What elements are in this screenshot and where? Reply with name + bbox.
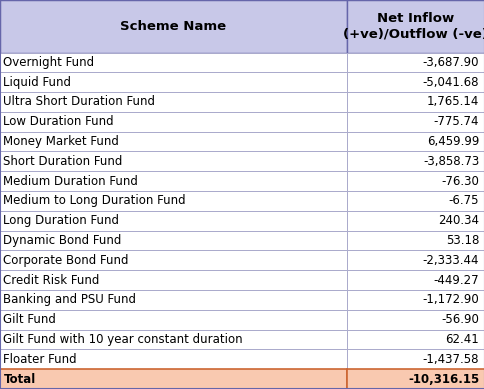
- Text: -2,333.44: -2,333.44: [422, 254, 478, 267]
- Bar: [0, 231, 346, 251]
- Bar: [346, 349, 484, 369]
- Bar: [0, 112, 346, 132]
- Bar: [0, 191, 346, 211]
- Bar: [0, 53, 346, 72]
- Bar: [346, 369, 484, 389]
- Bar: [346, 310, 484, 329]
- Text: 53.18: 53.18: [445, 234, 478, 247]
- Bar: [346, 92, 484, 112]
- Text: 62.41: 62.41: [444, 333, 478, 346]
- Text: -3,687.90: -3,687.90: [422, 56, 478, 69]
- Bar: [0, 92, 346, 112]
- Bar: [0, 329, 346, 349]
- Text: Total: Total: [3, 373, 35, 385]
- Bar: [346, 53, 484, 72]
- Text: Dynamic Bond Fund: Dynamic Bond Fund: [3, 234, 121, 247]
- Text: -449.27: -449.27: [433, 273, 478, 287]
- Text: Gilt Fund with 10 year constant duration: Gilt Fund with 10 year constant duration: [3, 333, 242, 346]
- Bar: [0, 0, 346, 53]
- Text: -1,437.58: -1,437.58: [422, 353, 478, 366]
- Text: Floater Fund: Floater Fund: [3, 353, 77, 366]
- Bar: [0, 290, 346, 310]
- Text: Low Duration Fund: Low Duration Fund: [3, 115, 114, 128]
- Text: -10,316.15: -10,316.15: [407, 373, 478, 385]
- Text: -76.30: -76.30: [440, 175, 478, 187]
- Text: Banking and PSU Fund: Banking and PSU Fund: [3, 293, 136, 307]
- Bar: [0, 310, 346, 329]
- Bar: [0, 270, 346, 290]
- Bar: [346, 0, 484, 53]
- Bar: [346, 329, 484, 349]
- Bar: [346, 191, 484, 211]
- Text: Ultra Short Duration Fund: Ultra Short Duration Fund: [3, 95, 155, 109]
- Text: Scheme Name: Scheme Name: [120, 20, 226, 33]
- Bar: [346, 211, 484, 231]
- Bar: [0, 132, 346, 151]
- Text: Medium Duration Fund: Medium Duration Fund: [3, 175, 138, 187]
- Bar: [0, 369, 346, 389]
- Text: Medium to Long Duration Fund: Medium to Long Duration Fund: [3, 194, 186, 207]
- Text: -775.74: -775.74: [433, 115, 478, 128]
- Text: -5,041.68: -5,041.68: [422, 76, 478, 89]
- Text: 240.34: 240.34: [437, 214, 478, 227]
- Text: Short Duration Fund: Short Duration Fund: [3, 155, 122, 168]
- Bar: [346, 251, 484, 270]
- Bar: [346, 132, 484, 151]
- Bar: [346, 231, 484, 251]
- Bar: [0, 72, 346, 92]
- Text: Liquid Fund: Liquid Fund: [3, 76, 71, 89]
- Text: Money Market Fund: Money Market Fund: [3, 135, 119, 148]
- Text: 6,459.99: 6,459.99: [426, 135, 478, 148]
- Bar: [346, 171, 484, 191]
- Text: -1,172.90: -1,172.90: [422, 293, 478, 307]
- Text: Gilt Fund: Gilt Fund: [3, 313, 56, 326]
- Bar: [0, 151, 346, 171]
- Text: Overnight Fund: Overnight Fund: [3, 56, 94, 69]
- Bar: [0, 171, 346, 191]
- Bar: [346, 151, 484, 171]
- Bar: [346, 112, 484, 132]
- Text: Long Duration Fund: Long Duration Fund: [3, 214, 119, 227]
- Text: -3,858.73: -3,858.73: [422, 155, 478, 168]
- Text: 1,765.14: 1,765.14: [426, 95, 478, 109]
- Bar: [0, 251, 346, 270]
- Text: Credit Risk Fund: Credit Risk Fund: [3, 273, 100, 287]
- Bar: [346, 72, 484, 92]
- Bar: [0, 211, 346, 231]
- Text: -6.75: -6.75: [448, 194, 478, 207]
- Text: Net Inflow
(+ve)/Outflow (-ve): Net Inflow (+ve)/Outflow (-ve): [343, 12, 484, 40]
- Text: Corporate Bond Fund: Corporate Bond Fund: [3, 254, 129, 267]
- Text: -56.90: -56.90: [440, 313, 478, 326]
- Bar: [346, 290, 484, 310]
- Bar: [0, 349, 346, 369]
- Bar: [346, 270, 484, 290]
